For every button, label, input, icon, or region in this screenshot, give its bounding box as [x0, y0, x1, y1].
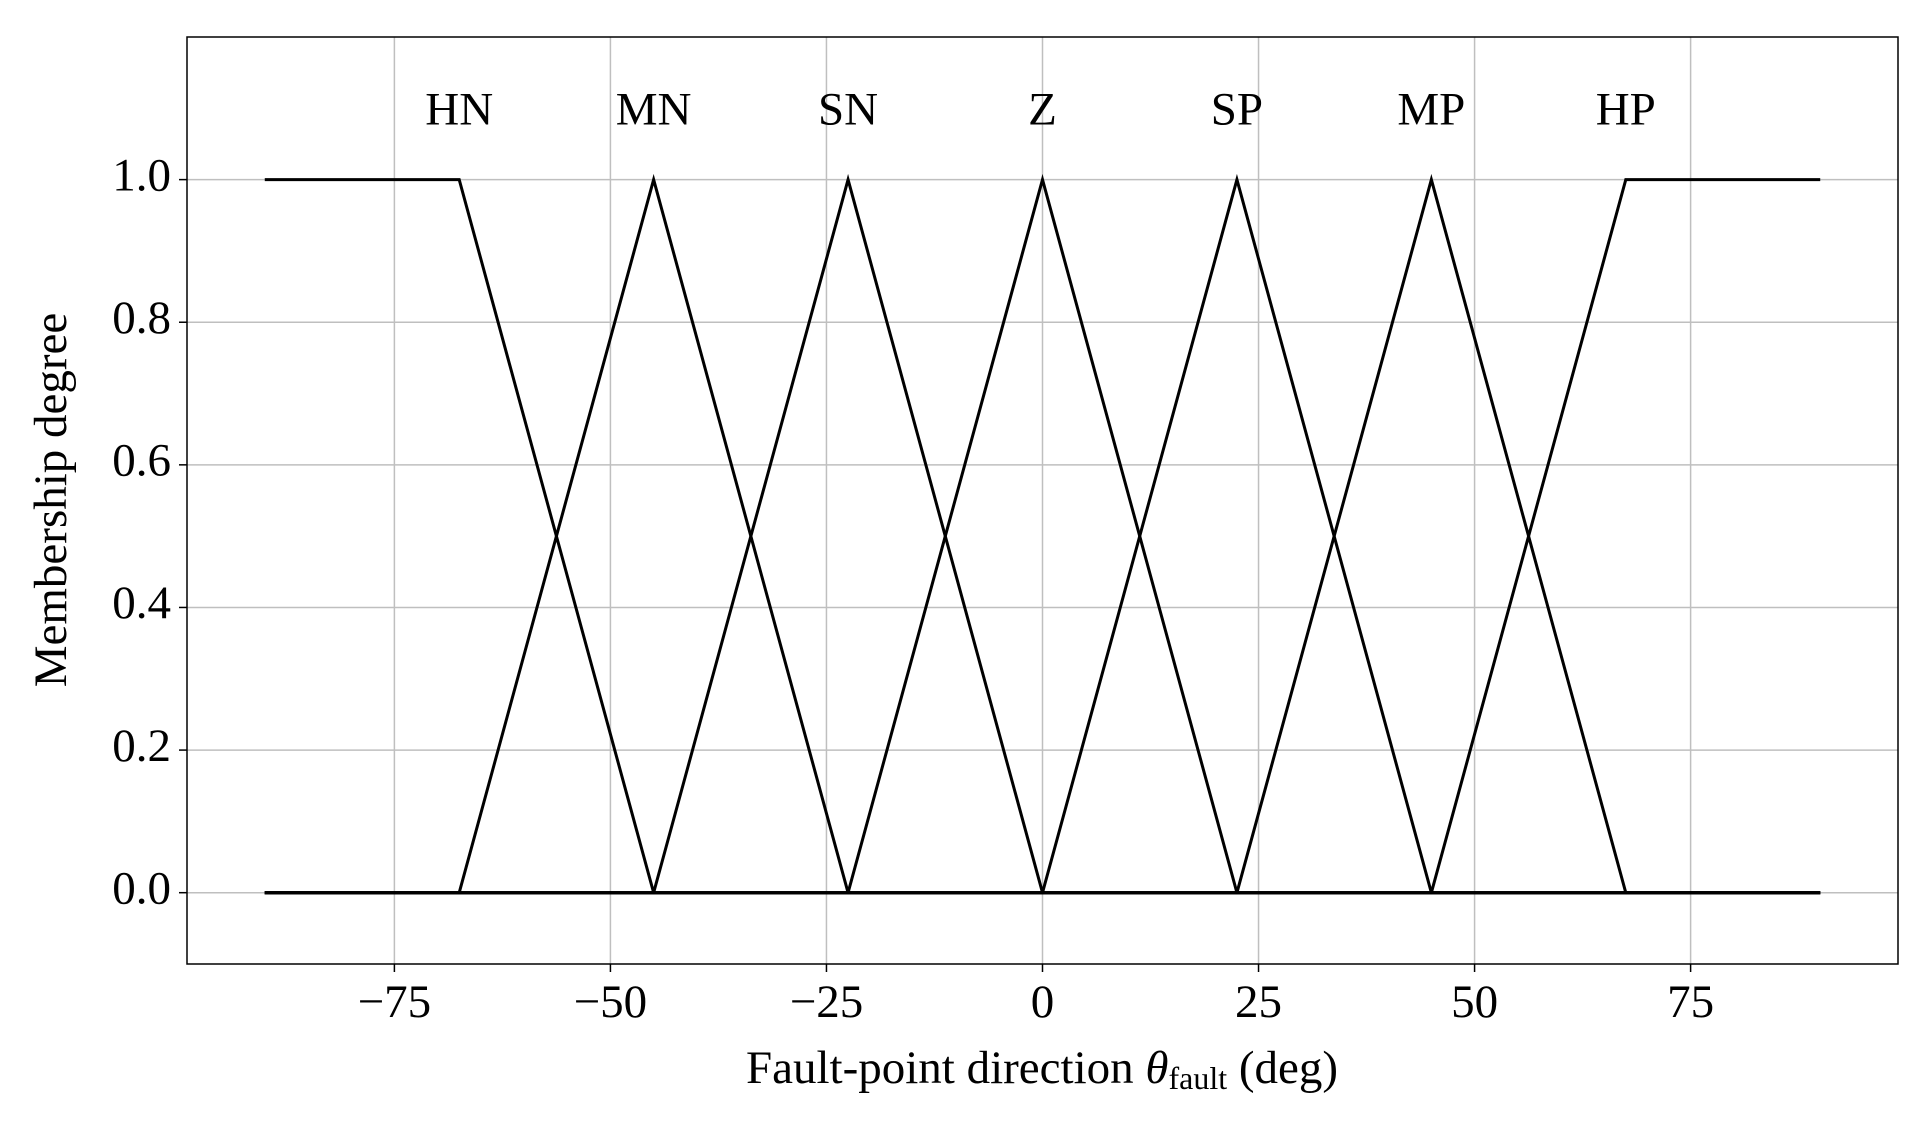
plot-frame [186, 36, 1899, 965]
y-tick-label: 0.2 [112, 720, 171, 772]
x-tick-label: 25 [1235, 976, 1282, 1028]
x-tick-label: −50 [574, 976, 648, 1028]
series-label: HP [1596, 83, 1656, 135]
membership-line [264, 178, 1821, 895]
y-tick-label: 0.8 [112, 292, 171, 344]
x-tick-label: −75 [358, 976, 432, 1028]
x-label-symbol: θ [1145, 1042, 1168, 1094]
series-label: HN [425, 83, 493, 135]
y-tick-label: 0.6 [112, 435, 171, 487]
y-axis-label: Membership degree [25, 313, 77, 688]
series-label: SP [1211, 83, 1263, 135]
y-tick-label: 1.0 [112, 149, 171, 201]
x-label-unit: (deg) [1227, 1042, 1338, 1094]
x-label-subscript: fault [1168, 1060, 1227, 1096]
y-tick-label: 0.0 [112, 862, 171, 914]
x-tick-label: 50 [1451, 976, 1498, 1028]
x-tick-label: 75 [1667, 976, 1714, 1028]
x-label-text: Fault-point direction [746, 1042, 1145, 1094]
x-tick-label: −25 [790, 976, 864, 1028]
series-label: Z [1028, 83, 1057, 135]
y-tick-label: 0.4 [112, 577, 171, 629]
x-tick-label: 0 [1031, 976, 1055, 1028]
series-label: SN [818, 83, 878, 135]
series-label: MN [616, 83, 692, 135]
x-axis-label: Fault-point direction θfault (deg) [746, 1042, 1338, 1097]
series-label: MP [1397, 83, 1465, 135]
